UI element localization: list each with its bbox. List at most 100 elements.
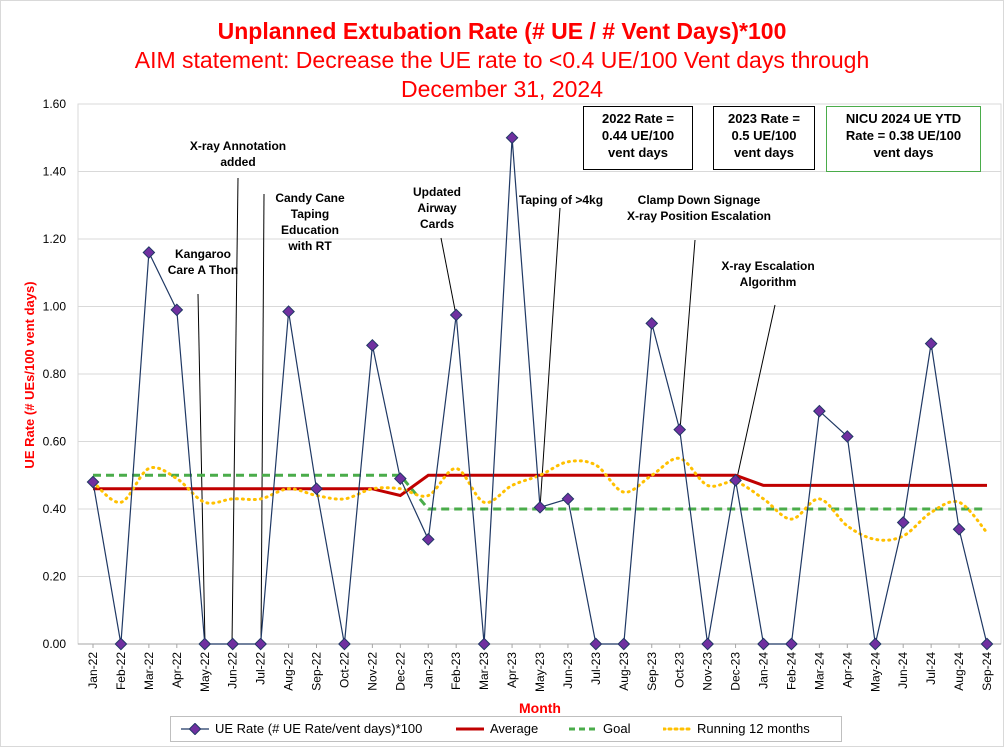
ue-rate-point	[338, 637, 351, 651]
x-tick-label: Apr-23	[505, 652, 519, 688]
rate-box: 2022 Rate = 0.44 UE/100 vent days	[583, 106, 693, 170]
ue-rate-point	[729, 473, 742, 487]
ue-rate-point	[868, 637, 882, 651]
y-tick-label: 0.20	[43, 570, 67, 584]
x-tick-label: Mar-23	[477, 652, 491, 690]
annotation-leader-line	[539, 207, 561, 509]
annotation-text: Clamp Down Signage X-ray Position Escala…	[626, 193, 772, 223]
x-tick-label: Jun-23	[561, 652, 575, 689]
annotation-leader-line	[679, 239, 696, 431]
ue-rate-point	[310, 482, 323, 496]
x-tick-label: Nov-22	[365, 652, 379, 691]
annotation-text: Kangaroo Care A Thon	[167, 247, 239, 277]
x-tick-label: Jun-24	[896, 652, 910, 689]
ue-rate-point	[114, 637, 128, 651]
legend-label-goal: Goal	[603, 721, 631, 736]
chart-subtitle-line1: AIM statement: Decrease the UE rate to <…	[134, 47, 870, 73]
x-tick-label: Jul-23	[589, 652, 603, 685]
x-tick-label: Jul-22	[254, 652, 268, 685]
series-running-12-line	[91, 456, 989, 542]
legend-label-average: Average	[490, 721, 539, 736]
x-axis-label: Month	[519, 700, 561, 716]
ue-rate-point	[896, 516, 910, 529]
x-tick-label: May-22	[198, 652, 212, 692]
ue-rate-point	[226, 637, 240, 651]
x-tick-label: Jan-24	[757, 652, 771, 689]
x-tick-label: Mar-22	[142, 652, 156, 690]
ue-rate-point	[617, 637, 631, 651]
x-tick-label: Feb-23	[449, 652, 463, 690]
legend-label-ue-rate: UE Rate (# UE Rate/vent days)*100	[215, 721, 423, 736]
x-tick-label: Jan-22	[86, 652, 100, 689]
annotation-text: Candy Cane Taping Education with RT	[275, 191, 345, 253]
ue-rate-point	[701, 637, 714, 651]
y-tick-label: 1.40	[43, 165, 67, 179]
grid-lines	[77, 103, 1002, 648]
ue-rate-point	[477, 637, 491, 651]
y-axis-ticks: 0.00 0.20 0.40 0.60 0.80 1.00 1.20 1.40 1.60	[43, 97, 67, 651]
ue-rate-point	[840, 430, 854, 443]
y-tick-label: 1.20	[43, 232, 67, 246]
ue-rate-point	[785, 637, 798, 651]
x-tick-label: Sep-23	[645, 652, 659, 691]
y-tick-label: 0.60	[43, 435, 67, 449]
ue-rate-point	[813, 404, 826, 418]
chart-subtitle-line2: December 31, 2024	[400, 76, 603, 102]
y-tick-label: 1.00	[43, 300, 67, 314]
x-tick-label: Aug-23	[617, 652, 631, 691]
ue-rate-point	[421, 533, 435, 546]
x-tick-label: Sep-22	[310, 652, 324, 691]
ue-rate-point	[673, 423, 687, 437]
ue-rate-point	[393, 472, 407, 485]
ue-rate-point	[366, 338, 379, 352]
ue-rate-point	[254, 637, 267, 651]
y-tick-label: 0.40	[43, 502, 67, 516]
legend-average: Average	[456, 721, 538, 736]
ue-rate-point	[952, 522, 966, 536]
x-tick-label: Feb-24	[784, 652, 798, 690]
x-tick-label: May-23	[533, 652, 547, 692]
x-tick-label: May-24	[868, 652, 882, 692]
x-tick-label: Mar-24	[812, 652, 826, 690]
ue-rate-point	[198, 637, 212, 651]
y-tick-label: 1.60	[43, 97, 67, 111]
ue-rate-point	[757, 637, 770, 651]
legend-running: Running 12 months	[663, 721, 810, 736]
ue-rate-point	[142, 246, 156, 259]
chart-title: Unplanned Extubation Rate (# UE / # Vent…	[217, 18, 787, 44]
x-tick-label: Sep-24	[980, 652, 994, 691]
annotation-leader-line	[260, 193, 265, 645]
ue-rate-point	[645, 317, 659, 330]
legend: UE Rate (# UE Rate/vent days)*100 Averag…	[170, 716, 842, 742]
ue-rate-point	[505, 131, 519, 145]
x-tick-label: Apr-24	[840, 652, 854, 688]
legend-goal: Goal	[569, 721, 630, 736]
ue-rate-point	[170, 303, 184, 317]
ue-rate-point	[589, 637, 603, 651]
annotation-text: Taping of >4kg	[518, 193, 604, 207]
ue-rate-point	[980, 637, 994, 651]
x-tick-label: Jun-22	[226, 652, 240, 689]
annotation-leader-line	[736, 304, 776, 479]
ue-rate-point	[86, 475, 100, 489]
x-tick-label: Feb-22	[114, 652, 128, 690]
annotation-text: X-ray Escalation Algorithm	[721, 259, 815, 289]
x-tick-label: Oct-23	[673, 652, 687, 688]
x-tick-label: Nov-23	[701, 652, 715, 691]
ue-rate-point	[924, 337, 938, 350]
x-tick-label: Aug-24	[952, 652, 966, 691]
ue-rate-point	[561, 492, 575, 506]
series-average-line	[93, 473, 987, 498]
annotation-text: Updated Airway Cards	[413, 185, 461, 231]
annotation-text: X-ray Annotation added	[189, 139, 287, 169]
rate-box: 2023 Rate = 0.5 UE/100 vent days	[713, 106, 815, 170]
x-tick-label: Apr-22	[170, 652, 184, 688]
y-tick-label: 0.00	[43, 637, 67, 651]
x-tick-label: Oct-22	[337, 652, 351, 688]
annotation-leader-line	[197, 293, 206, 645]
y-tick-label: 0.80	[43, 367, 67, 381]
legend-label-running: Running 12 months	[697, 721, 810, 736]
annotation-lines	[197, 177, 776, 645]
x-tick-label: Dec-23	[729, 652, 743, 691]
